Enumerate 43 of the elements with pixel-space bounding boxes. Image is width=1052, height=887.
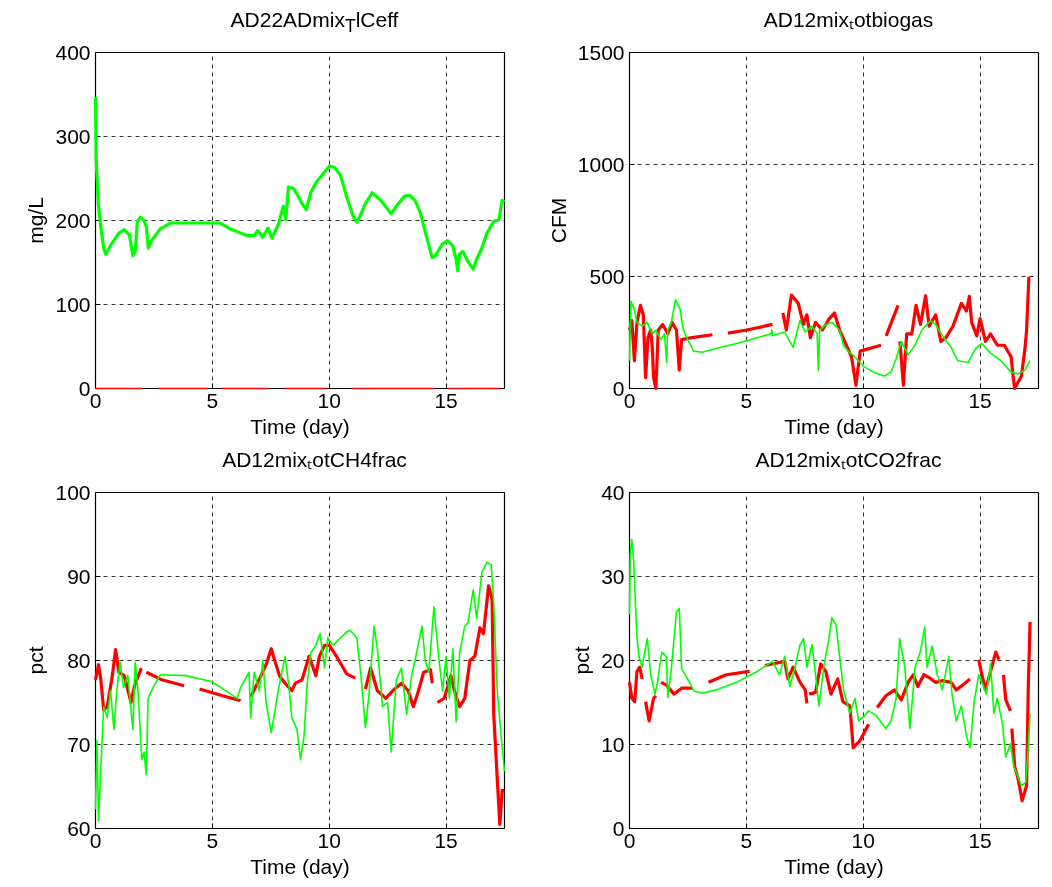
line-series [628,538,1031,787]
y-axis-title: mg/L [24,197,48,244]
y-tick-label: 300 [55,124,91,148]
x-tick-label: 10 [851,828,875,852]
chart-title: AD12mixₜotCO2frac [755,447,942,473]
y-axis-title: CFM [546,197,570,244]
x-tick-label: 5 [740,388,753,412]
y-axis-title: pct [24,646,48,675]
x-tick-label: 15 [434,828,458,852]
y-tick-label: 20 [601,648,625,672]
y-tick-label: 400 [55,40,91,64]
line-series [93,95,507,273]
x-tick-label: 10 [317,828,341,852]
x-axis-title: Time (day) [250,414,350,438]
x-axis-title: Time (day) [250,854,350,878]
y-tick-label: 200 [55,208,91,232]
y-tick-label: 90 [67,564,91,588]
x-tick-label: 5 [206,388,219,412]
y-tick-label: 1000 [577,152,625,176]
y-tick-label: 10 [601,732,625,756]
x-tick-label: 10 [317,388,341,412]
y-tick-label: 40 [601,480,625,504]
x-tick-label: 15 [968,388,992,412]
chart-title: AD12mixₜotbiogas [763,7,934,33]
y-tick-label: 70 [67,732,91,756]
y-tick-label: 60 [67,816,91,840]
x-axis-title: Time (day) [784,414,884,438]
y-axis-title: pct [570,646,594,675]
y-tick-label: 80 [67,648,91,672]
y-tick-label: 500 [589,264,625,288]
x-tick-label: 5 [206,828,219,852]
y-tick-label: 1500 [577,40,625,64]
x-tick-label: 5 [740,828,753,852]
x-tick-label: 15 [968,828,992,852]
line-series [628,298,1031,377]
chart-title: AD22ADmix$_{T}$lCeff [230,7,399,39]
chart-title: AD12mixₜotCH4frac [222,447,407,473]
y-tick-label: 30 [601,564,625,588]
y-tick-label: 100 [55,292,91,316]
x-axis-title: Time (day) [784,854,884,878]
x-tick-label: 10 [851,388,875,412]
y-tick-label: 100 [55,480,91,504]
x-tick-label: 15 [434,388,458,412]
